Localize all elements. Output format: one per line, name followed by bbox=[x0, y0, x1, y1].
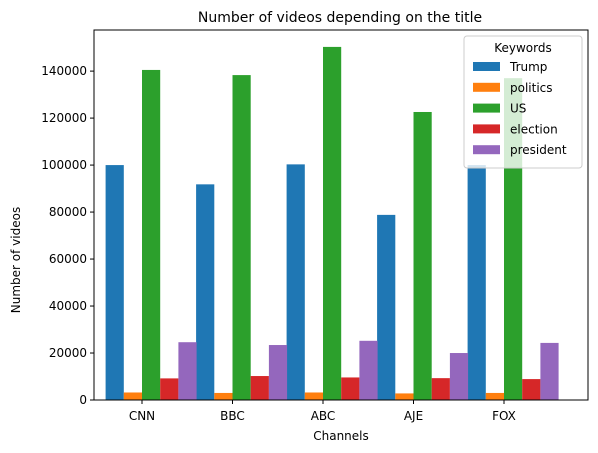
bar-president-CNN bbox=[178, 342, 197, 400]
chart-title: Number of videos depending on the title bbox=[198, 10, 482, 26]
bar-Trump-BBC bbox=[196, 184, 215, 400]
x-tick-label: ABC bbox=[311, 409, 336, 423]
y-tick-label: 60000 bbox=[49, 252, 87, 266]
legend-label-election: election bbox=[510, 122, 558, 136]
y-tick-label: 100000 bbox=[41, 158, 87, 172]
legend-swatch-Trump bbox=[473, 62, 500, 71]
bar-US-BBC bbox=[232, 75, 251, 400]
legend-swatch-election bbox=[473, 124, 500, 134]
x-axis-label: Channels bbox=[313, 429, 369, 443]
bar-politics-CNN bbox=[123, 392, 142, 400]
y-tick-label: 80000 bbox=[49, 205, 87, 219]
x-tick-label: AJE bbox=[404, 409, 423, 423]
legend-label-president: president bbox=[510, 143, 567, 157]
legend-swatch-US bbox=[473, 103, 500, 113]
plot-frame bbox=[93, 29, 589, 401]
bar-US-AJE bbox=[413, 111, 432, 401]
legend-label-politics: politics bbox=[510, 81, 553, 95]
bar-US-CNN bbox=[142, 69, 161, 400]
legend-label-US: US bbox=[510, 102, 526, 116]
bar-president-BBC bbox=[268, 345, 288, 400]
bar-politics-FOX bbox=[485, 392, 504, 400]
legend-title: Keywords bbox=[494, 41, 552, 55]
bar-politics-BBC bbox=[214, 392, 233, 400]
bar-president-FOX bbox=[540, 342, 559, 400]
bar-politics-AJE bbox=[395, 393, 414, 400]
y-tick-label: 140000 bbox=[41, 64, 87, 78]
bar-politics-ABC bbox=[304, 392, 323, 400]
bar-Trump-ABC bbox=[286, 164, 305, 400]
bar-president-AJE bbox=[449, 353, 469, 400]
y-axis-label: Number of videos bbox=[9, 207, 23, 313]
bar-president-ABC bbox=[359, 340, 378, 400]
bar-election-FOX bbox=[522, 379, 541, 400]
bar-Trump-AJE bbox=[377, 214, 396, 400]
bar-election-AJE bbox=[431, 378, 450, 400]
bar-US-ABC bbox=[323, 46, 342, 400]
legend-swatch-president bbox=[473, 145, 500, 155]
x-tick-label: FOX bbox=[492, 409, 516, 423]
legend: Keywords Trump politics US election president bbox=[463, 35, 583, 169]
bar-election-ABC bbox=[341, 377, 360, 400]
bar-election-CNN bbox=[160, 378, 179, 400]
bar-Trump-FOX bbox=[467, 165, 486, 400]
legend-swatch-politics bbox=[473, 82, 500, 92]
y-tick-label: 40000 bbox=[49, 299, 87, 313]
axes-layer: 0 20000 40000 60000 80000 100000 120000 140000 C… bbox=[41, 29, 589, 423]
y-tick-label: 0 bbox=[79, 393, 87, 407]
x-tick-label: BBC bbox=[220, 409, 245, 423]
bar-election-BBC bbox=[250, 376, 269, 400]
x-tick-label: CNN bbox=[129, 409, 155, 423]
legend-label-Trump: Trump bbox=[509, 60, 547, 74]
bar-Trump-CNN bbox=[105, 165, 124, 400]
y-tick-label: 120000 bbox=[41, 111, 87, 125]
y-tick-label: 20000 bbox=[49, 346, 87, 360]
